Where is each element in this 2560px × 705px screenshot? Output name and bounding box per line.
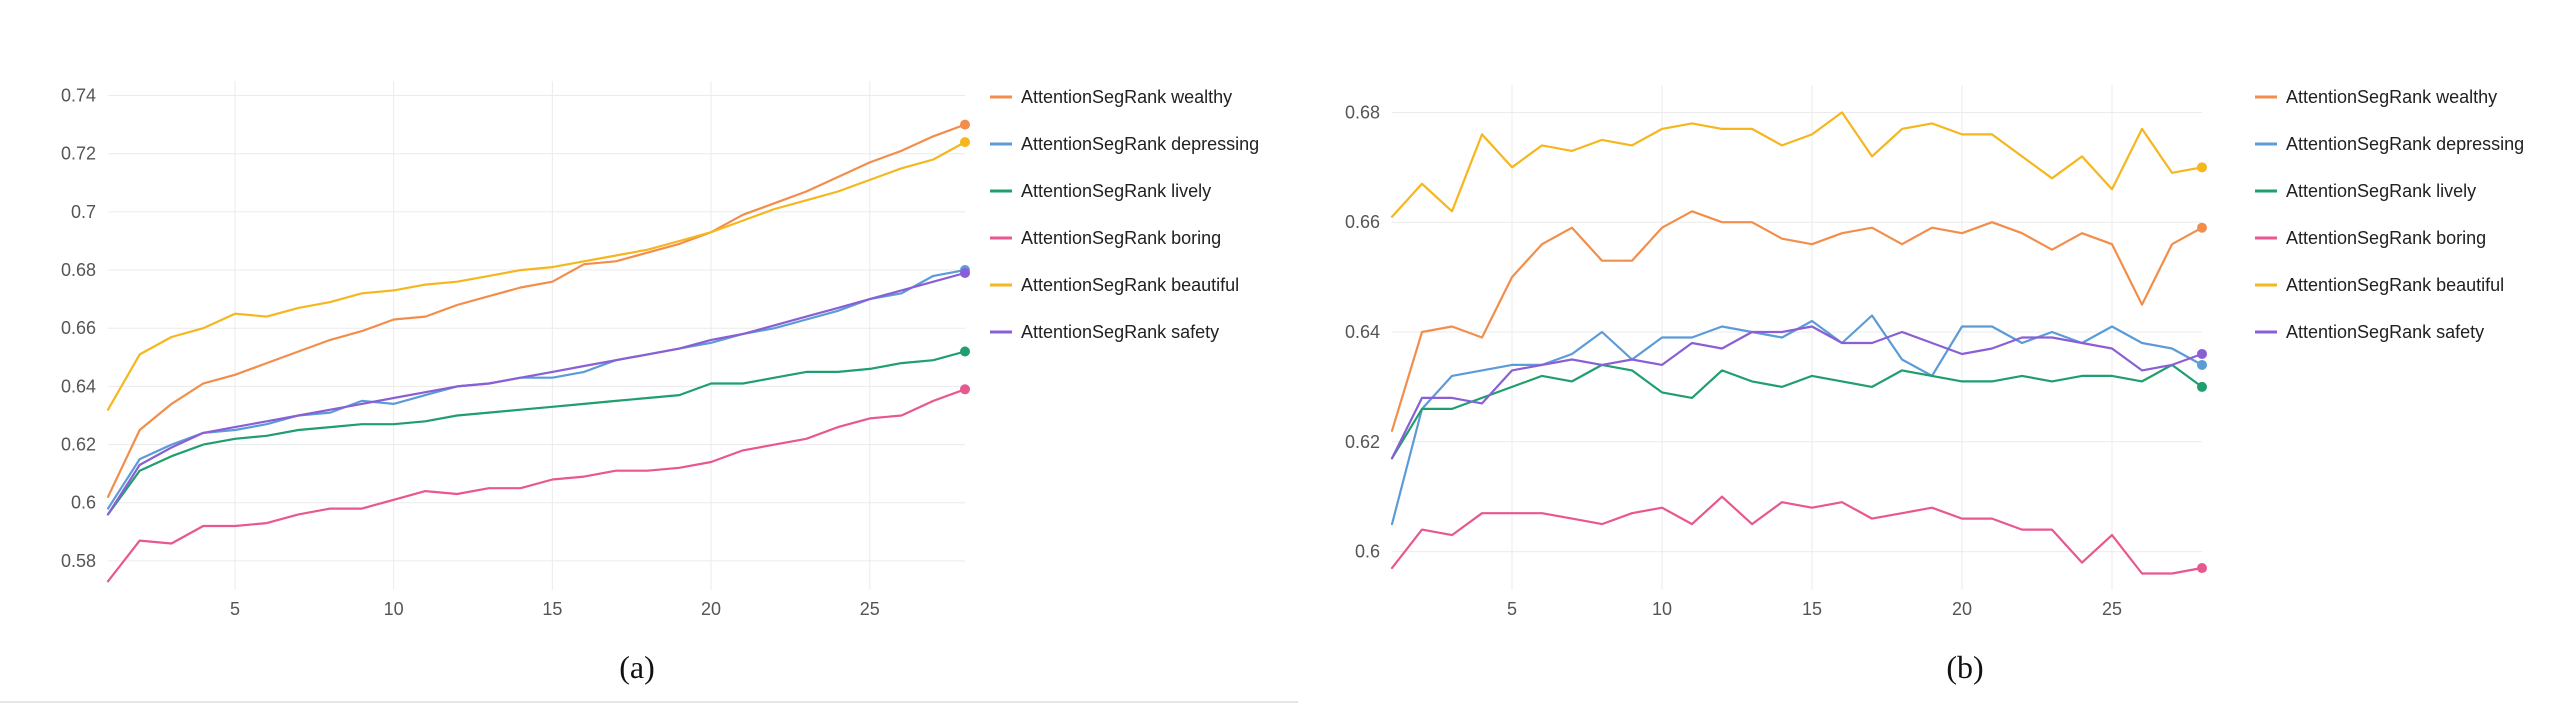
legend-label: AttentionSegRank wealthy (1021, 87, 1232, 107)
chart-panel-1: 0.58 0.6 0.62 0.64 0.66 0.68 0.7 0.72 0.74 5 10 15 2… (61, 81, 1259, 685)
x-tick-label: 15 (1802, 599, 1822, 619)
y-tick-label: 0.6 (1355, 542, 1380, 562)
series-line (1390, 325, 2204, 460)
series-line (106, 141, 967, 411)
y-tick-label: 0.62 (61, 435, 96, 455)
series-line (1390, 210, 2204, 432)
series-line (1390, 111, 2204, 218)
x-tick-label: 5 (1507, 599, 1517, 619)
y-tick-label: 0.64 (61, 376, 96, 396)
legend-label: AttentionSegRank safety (1021, 322, 1219, 342)
series-end-marker (2197, 348, 2207, 359)
y-tick-label: 0.68 (61, 260, 96, 280)
x-tick-label: 10 (384, 599, 404, 619)
legend-label: AttentionSegRank wealthy (2286, 87, 2497, 107)
y-tick-label: 0.66 (1345, 212, 1380, 232)
series-end-marker (2197, 563, 2207, 574)
x-tick-label: 25 (2102, 599, 2122, 619)
series-line (1390, 314, 2204, 526)
legend-label: AttentionSegRank lively (1021, 181, 1211, 201)
legend-label: AttentionSegRank depressing (1021, 134, 1259, 154)
series-line (106, 388, 967, 583)
y-tick-label: 0.74 (61, 86, 96, 106)
series-end-marker (2197, 359, 2207, 370)
series-end-marker (2197, 222, 2207, 233)
legend-label: AttentionSegRank beautiful (1021, 275, 1239, 295)
panel-caption: (b) (1946, 649, 1983, 685)
y-tick-label: 0.72 (61, 144, 96, 164)
x-tick-label: 20 (1952, 599, 1972, 619)
y-tick-label: 0.62 (1345, 432, 1380, 452)
legend-label: AttentionSegRank safety (2286, 322, 2484, 342)
y-tick-label: 0.68 (1345, 102, 1380, 122)
x-tick-label: 10 (1652, 599, 1672, 619)
series-end-marker (960, 267, 970, 278)
chart-panel-2: 0.6 0.62 0.64 0.66 0.68 5 10 15 20 25 AttentionSeg… (1345, 85, 2524, 685)
series-line (1390, 495, 2204, 575)
series-end-marker (960, 346, 970, 357)
y-tick-label: 0.6 (71, 493, 96, 513)
series-end-marker (2197, 162, 2207, 173)
legend-label: AttentionSegRank lively (2286, 181, 2476, 201)
x-tick-label: 5 (230, 599, 240, 619)
series-line (106, 269, 967, 510)
series-line (106, 123, 967, 498)
series-end-marker (960, 137, 970, 148)
y-tick-label: 0.64 (1345, 322, 1380, 342)
series-line (106, 350, 967, 516)
series-line (106, 271, 967, 516)
y-tick-label: 0.58 (61, 551, 96, 571)
x-tick-label: 15 (542, 599, 562, 619)
series-end-marker (960, 384, 970, 395)
legend-label: AttentionSegRank boring (2286, 228, 2486, 248)
y-tick-label: 0.7 (71, 202, 96, 222)
series-end-marker (2197, 381, 2207, 392)
series-end-marker (960, 119, 970, 130)
legend-label: AttentionSegRank boring (1021, 228, 1221, 248)
panel-caption: (a) (619, 649, 655, 685)
x-tick-label: 20 (701, 599, 721, 619)
legend-label: AttentionSegRank beautiful (2286, 275, 2504, 295)
series-line (1390, 363, 2204, 460)
y-tick-label: 0.66 (61, 318, 96, 338)
x-tick-label: 25 (860, 599, 880, 619)
legend-label: AttentionSegRank depressing (2286, 134, 2524, 154)
